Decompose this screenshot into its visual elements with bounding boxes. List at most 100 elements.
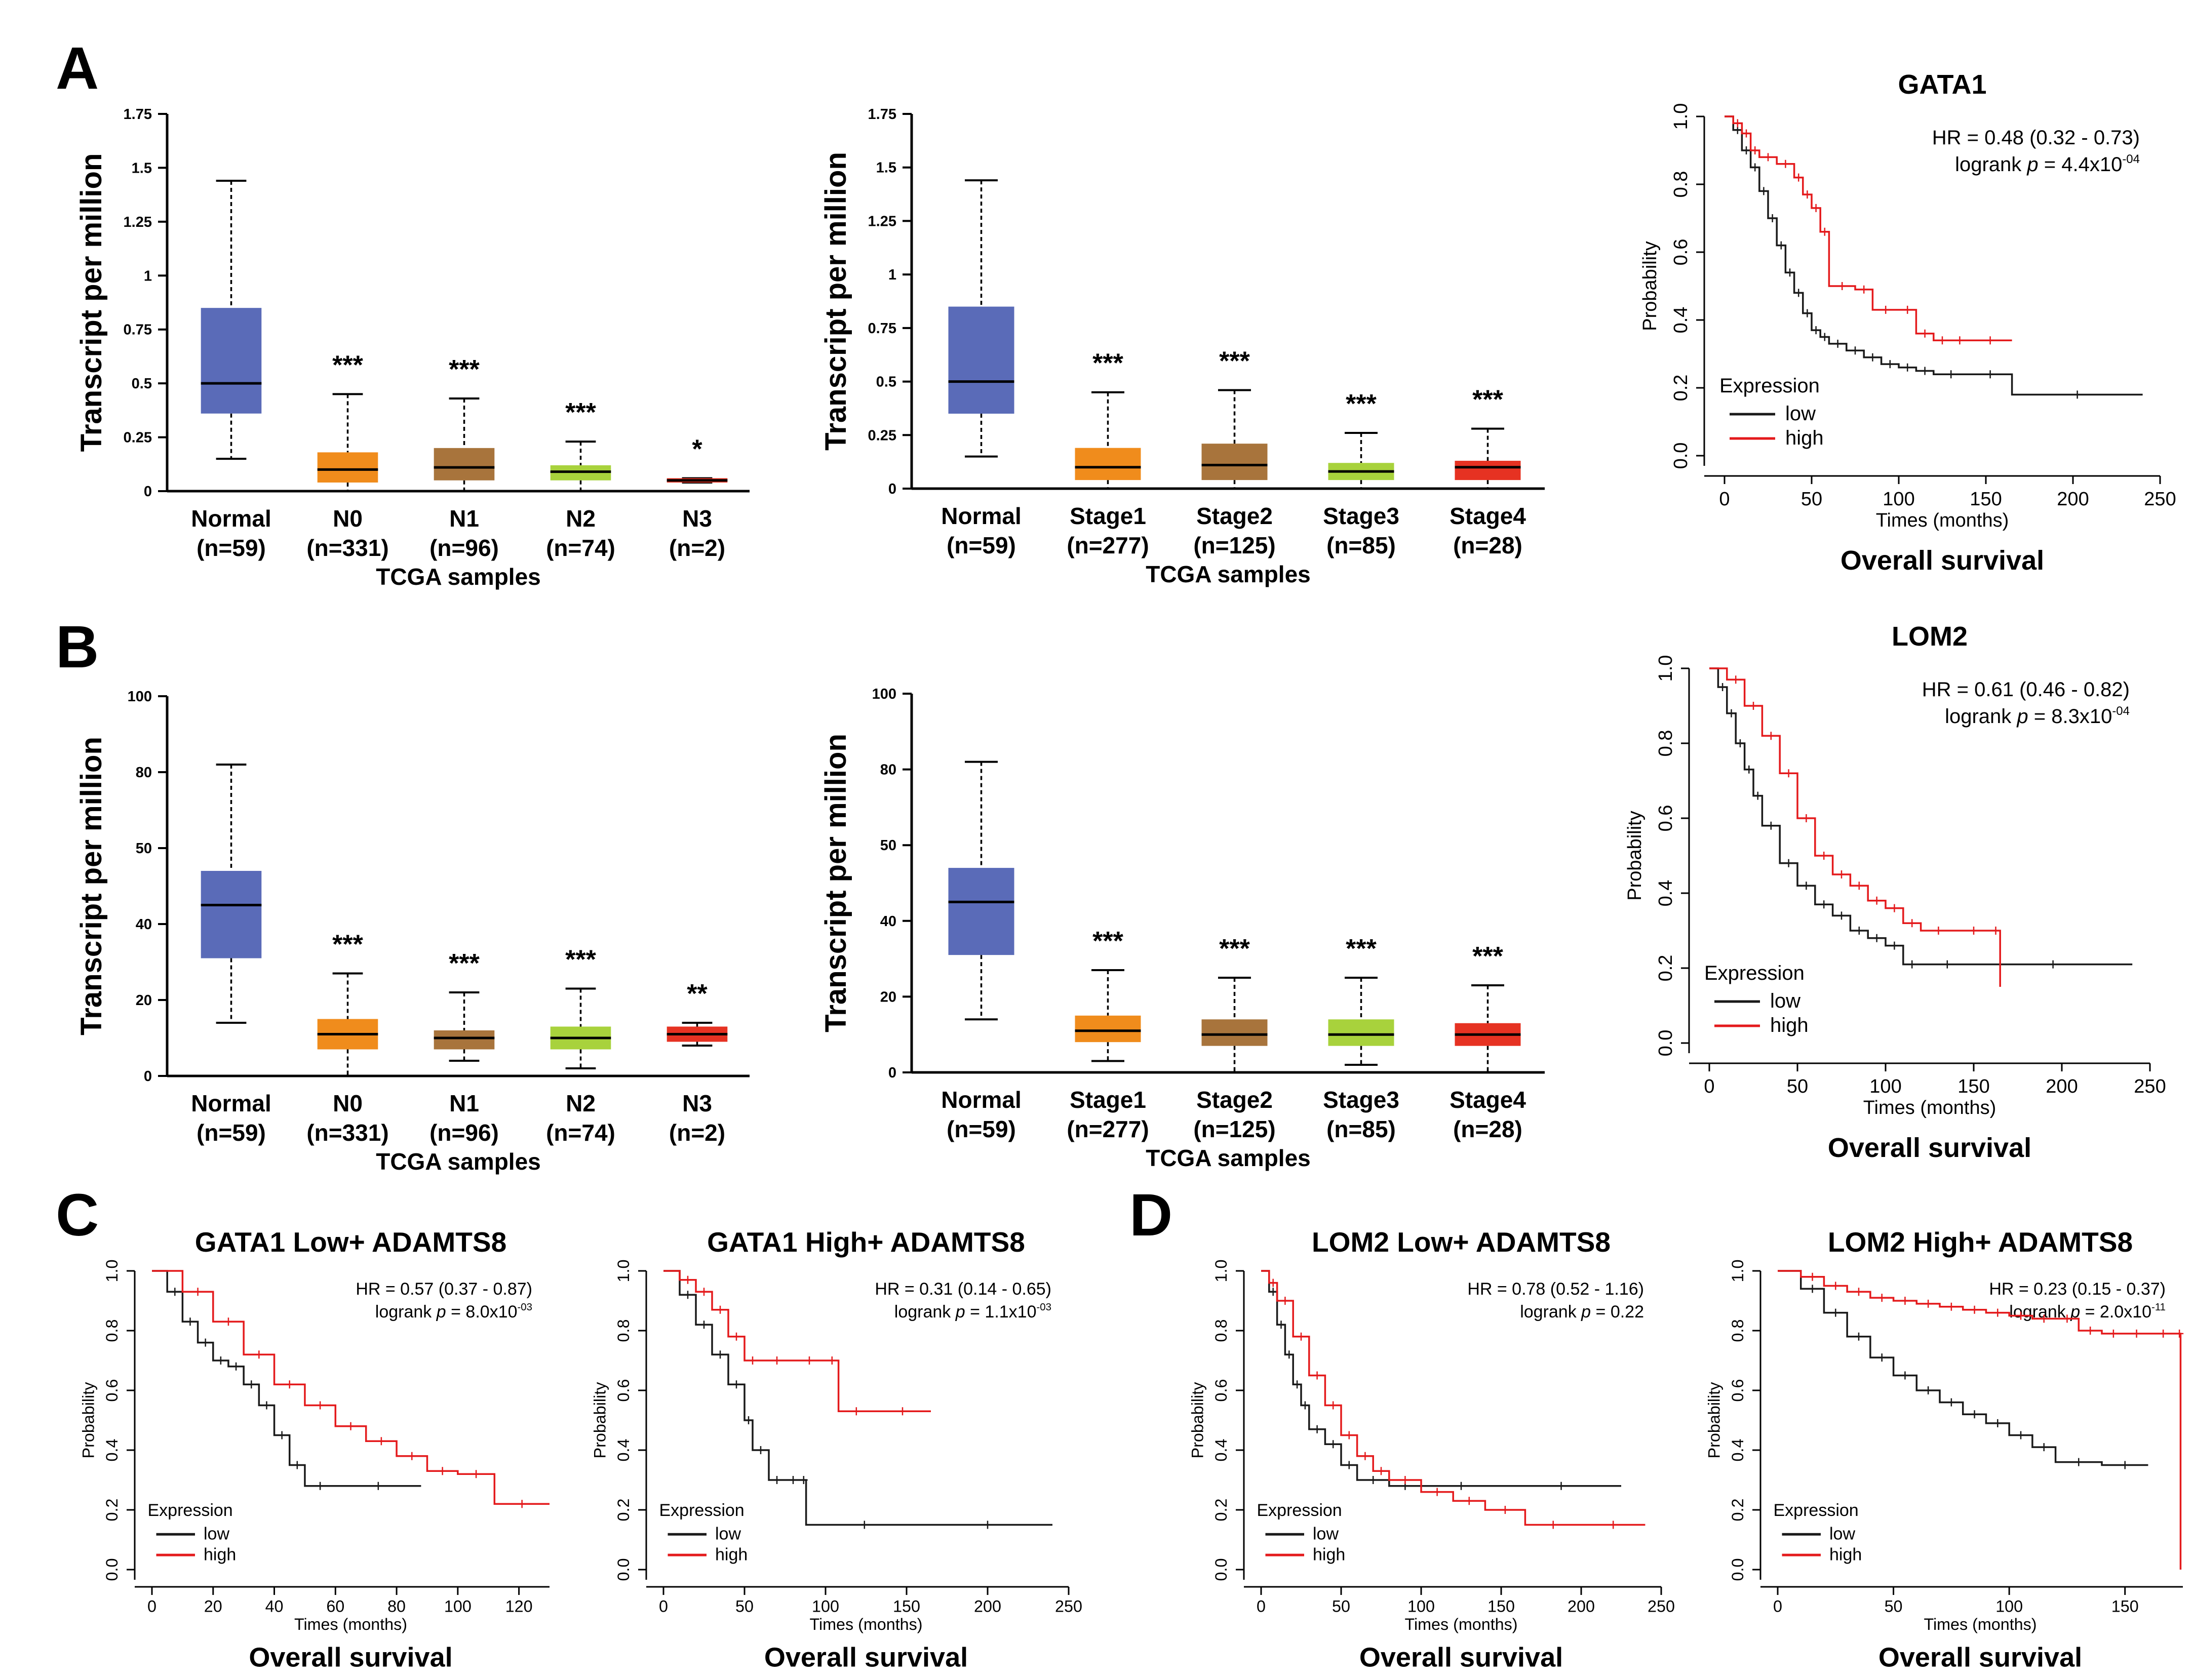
censor-mark [1886, 360, 1894, 369]
censor-mark [1401, 1476, 1409, 1484]
significance-label: *** [1092, 927, 1123, 956]
censor-mark [1877, 1353, 1886, 1362]
panel-label-a: A [56, 35, 99, 102]
y-tick-label: 1.25 [868, 213, 896, 229]
category-n-label: (n=59) [947, 532, 1016, 558]
censor-mark [1361, 1452, 1369, 1460]
censor-mark [2159, 1329, 2168, 1338]
y-tick-label: 0.4 [103, 1439, 121, 1462]
censor-mark [224, 1317, 232, 1326]
hazard-ratio-label: HR = 0.57 (0.37 - 0.87) [356, 1279, 532, 1299]
censor-mark [1277, 1321, 1285, 1329]
censor-mark [1993, 1308, 2002, 1317]
censor-mark [773, 1476, 781, 1484]
panel-label-c: C [56, 1182, 99, 1249]
y-axis-label: Probability [1624, 811, 1646, 900]
category-n-label: (n=74) [546, 535, 615, 561]
logrank-label: logrank p = 2.0x10-11 [2009, 1302, 2166, 1322]
category-label: Stage3 [1323, 1087, 1399, 1113]
x-tick-label: 150 [1970, 489, 2002, 510]
significance-label: *** [565, 398, 596, 427]
censor-mark [1329, 1401, 1338, 1410]
category-n-label: (n=2) [669, 535, 725, 561]
y-tick-label: 0.2 [1655, 955, 1676, 982]
censor-mark [1903, 363, 1912, 372]
y-tick-label: 0.8 [1729, 1319, 1747, 1342]
censor-mark [1901, 1297, 1909, 1305]
box-chart-stage-gata1: 0 0.25 0.5 0.75 1 1.25 1.5 1.75 Transcript per m… [819, 106, 1545, 587]
censor-mark [1285, 1350, 1294, 1359]
km-chart-gata1-high-adamts8: GATA1 High+ ADAMTS8 0.0 0.2 0.4 0.6 0.8 1.0 0 50… [591, 1226, 1082, 1673]
y-tick-label: 0.0 [614, 1558, 633, 1581]
censor-mark [1970, 1410, 1979, 1419]
x-tick-label: 20 [204, 1597, 222, 1615]
km-caption: Overall survival [249, 1642, 452, 1672]
censor-mark [1812, 204, 1820, 212]
km-title: LOM2 Low+ ADAMTS8 [1312, 1226, 1611, 1258]
x-tick-label: 0 [1257, 1597, 1266, 1615]
censor-mark [1908, 960, 1916, 969]
category-label: N2 [566, 1090, 596, 1116]
legend-label-low: low [1829, 1525, 1855, 1544]
y-tick-label: 1.0 [1655, 655, 1676, 682]
censor-mark [1557, 1482, 1565, 1490]
censor-mark [773, 1356, 781, 1365]
y-tick-label: 1.0 [614, 1260, 633, 1283]
censor-mark [1947, 1398, 1955, 1407]
censor-mark [1877, 1294, 1886, 1302]
censor-mark [1269, 1278, 1277, 1287]
box-normal [948, 868, 1014, 955]
category-label: Normal [191, 1090, 271, 1116]
censor-mark [374, 1482, 382, 1490]
category-n-label: (n=59) [197, 1119, 266, 1146]
y-tick-label: 0.25 [124, 430, 152, 446]
y-tick-label: 0.4 [614, 1439, 633, 1462]
censor-mark [1860, 285, 1868, 294]
y-tick-label: 0.6 [614, 1379, 633, 1402]
category-n-label: (n=125) [1193, 1116, 1275, 1142]
x-tick-label: 100 [1883, 489, 1914, 510]
y-tick-label: 0.4 [1670, 307, 1692, 334]
y-axis-label: Transcript per million [819, 152, 852, 451]
censor-mark [1955, 336, 1964, 345]
censor-mark [1831, 1282, 1840, 1290]
x-tick-label: 150 [2111, 1597, 2139, 1615]
x-axis-label: TCGA samples [1146, 561, 1311, 587]
y-tick-label: 0.4 [1655, 880, 1676, 907]
y-tick-label: 0.2 [1729, 1499, 1747, 1522]
censor-mark [1727, 709, 1736, 717]
censor-mark [789, 1476, 797, 1484]
x-tick-label: 50 [1332, 1597, 1350, 1615]
y-tick-label: 0.5 [132, 376, 152, 392]
hazard-ratio-label: HR = 0.78 (0.52 - 1.16) [1467, 1279, 1644, 1299]
box-chart-nodal-gata1: 0 0.25 0.5 0.75 1 1.25 1.5 1.75 Transcript per m… [75, 106, 750, 590]
y-tick-label: 0.6 [1729, 1379, 1747, 1402]
significance-label: *** [1092, 349, 1123, 378]
panel-label-b: B [56, 614, 99, 681]
censor-mark [408, 1452, 416, 1460]
y-axis-label: Probability [1705, 1382, 1723, 1459]
censor-mark [2132, 1329, 2141, 1338]
x-tick-label: 0 [147, 1597, 156, 1615]
censor-mark [2017, 1311, 2025, 1320]
censor-mark [1833, 339, 1842, 348]
legend-label-low: low [1313, 1525, 1339, 1544]
category-n-label: (n=331) [306, 535, 388, 561]
significance-label: *** [449, 355, 480, 384]
censor-mark [684, 1275, 692, 1284]
censor-mark [860, 1521, 869, 1529]
censor-mark [1369, 1476, 1378, 1484]
legend-title: Expression [1774, 1501, 1859, 1520]
y-tick-label: 0.0 [1729, 1558, 1747, 1581]
censor-mark [278, 1431, 286, 1439]
censor-mark [316, 1401, 325, 1410]
y-tick-label: 0 [888, 1065, 896, 1081]
x-tick-label: 50 [1885, 1597, 1903, 1615]
km-curve-high [1778, 1270, 2182, 1570]
censor-mark [1753, 791, 1762, 800]
legend-title: Expression [1257, 1501, 1342, 1520]
censor-mark [2049, 960, 2057, 969]
y-tick-label: 0.4 [1729, 1439, 1747, 1462]
censor-mark [1838, 282, 1847, 290]
censor-mark [1767, 821, 1775, 830]
